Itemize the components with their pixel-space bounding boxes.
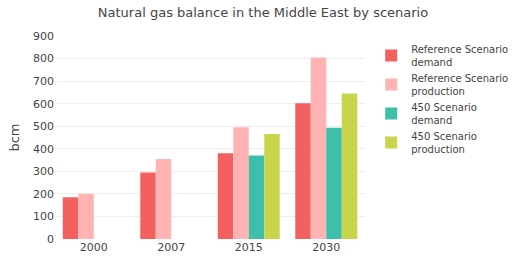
svg-text:800: 800 [33, 52, 54, 65]
svg-text:0: 0 [47, 233, 54, 246]
svg-text:500: 500 [33, 120, 54, 133]
svg-text:400: 400 [33, 143, 54, 156]
svg-text:600: 600 [33, 98, 54, 111]
svg-text:bcm: bcm [7, 123, 22, 151]
svg-text:450 Scenarioproduction: 450 Scenarioproduction [411, 131, 477, 155]
svg-text:2000: 2000 [80, 241, 108, 254]
svg-text:700: 700 [33, 75, 54, 88]
svg-text:300: 300 [33, 165, 54, 178]
svg-text:2015: 2015 [235, 241, 263, 254]
svg-text:200: 200 [33, 188, 54, 201]
svg-text:Reference Scenariodemand: Reference Scenariodemand [411, 44, 508, 68]
svg-text:450 Scenariodemand: 450 Scenariodemand [411, 102, 477, 126]
svg-text:100: 100 [33, 210, 54, 223]
svg-text:2030: 2030 [312, 241, 340, 254]
svg-text:900: 900 [33, 30, 54, 43]
svg-text:Reference Scenarioproduction: Reference Scenarioproduction [411, 73, 508, 97]
svg-text:2007: 2007 [157, 241, 185, 254]
svg-text:Natural gas balance in the Mid: Natural gas balance in the Middle East b… [98, 5, 428, 20]
